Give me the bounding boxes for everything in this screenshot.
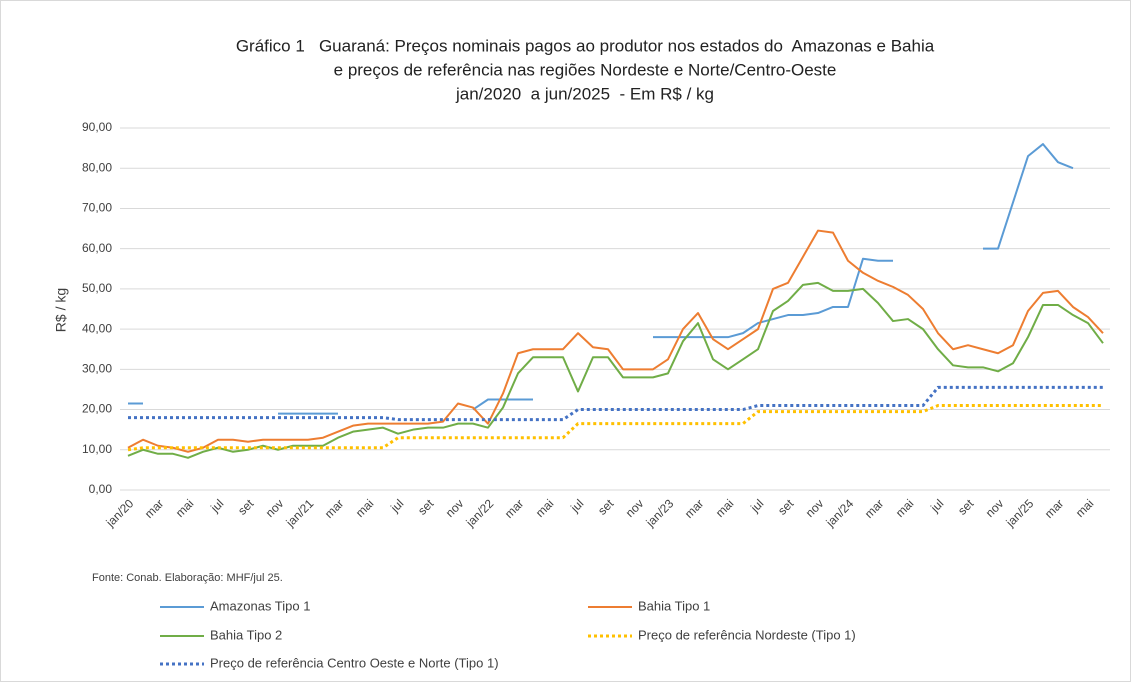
y-axis-label: R$ / kg — [53, 288, 69, 332]
legend-label: Preço de referência Nordeste (Tipo 1) — [638, 627, 856, 642]
y-tick-label: 0,00 — [89, 482, 113, 496]
y-tick-label: 90,00 — [82, 120, 112, 134]
y-tick-label: 50,00 — [82, 281, 112, 295]
chart-title: e preços de referência nas regiões Norde… — [334, 60, 837, 79]
series-line — [128, 143, 1074, 415]
series-line — [127, 404, 1103, 452]
y-tick-label: 80,00 — [82, 160, 112, 174]
series-line — [127, 229, 1104, 453]
y-tick-label: 40,00 — [82, 321, 112, 335]
legend-label: Amazonas Tipo 1 — [210, 598, 310, 613]
y-tick-label: 30,00 — [82, 362, 112, 376]
y-tick-label: 60,00 — [82, 241, 112, 255]
y-tick-label: 10,00 — [82, 442, 112, 456]
y-tick-label: 70,00 — [82, 201, 112, 215]
chart-title: Gráfico 1 Guaraná: Preços nominais pagos… — [236, 36, 935, 55]
source-note: Fonte: Conab. Elaboração: MHF/jul 25. — [92, 572, 283, 584]
legend-label: Bahia Tipo 1 — [638, 598, 710, 613]
chart-title: jan/2020 a jun/2025 - Em R$ / kg — [455, 84, 714, 103]
series-line — [128, 385, 1103, 422]
legend-label: Bahia Tipo 2 — [210, 627, 282, 642]
legend-label: Preço de referência Centro Oeste e Norte… — [210, 655, 499, 670]
y-tick-label: 20,00 — [82, 402, 112, 416]
